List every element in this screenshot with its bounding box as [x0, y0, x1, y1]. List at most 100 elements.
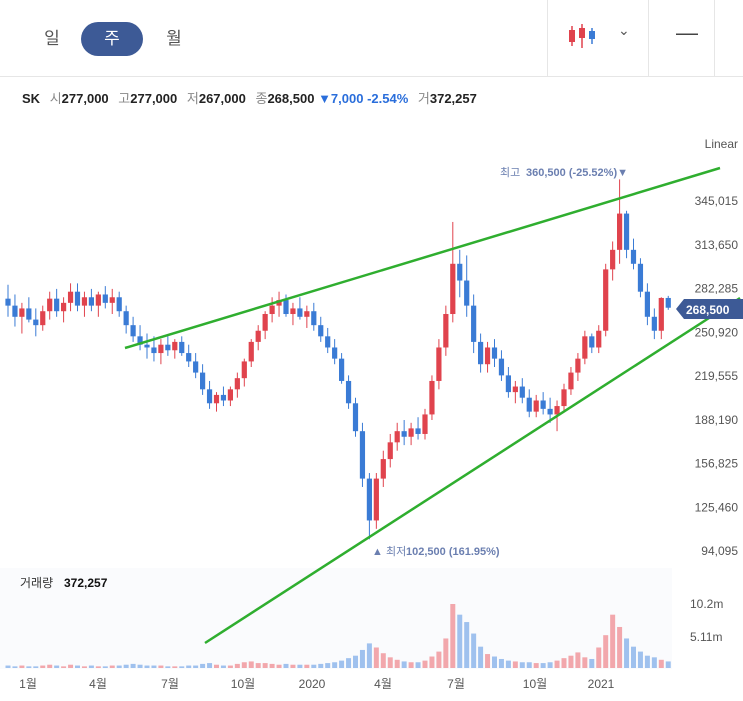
volume-bar: [75, 665, 80, 668]
candle-body: [658, 297, 664, 331]
volume-bar: [519, 662, 525, 668]
candle-body: [54, 298, 60, 312]
candle-body: [443, 314, 449, 348]
volume-bar: [95, 666, 101, 668]
volume-bar: [464, 622, 470, 668]
volume-bar: [151, 665, 157, 668]
volume-bar: [33, 666, 39, 668]
volume-bar: [5, 665, 11, 668]
volume-tick-label: 5.11m: [690, 630, 722, 644]
volume-bar: [54, 665, 60, 668]
close-label: 종: [255, 91, 268, 106]
candle-body: [415, 428, 421, 434]
volume-bar: [617, 626, 623, 668]
candle-body: [137, 336, 143, 345]
volume-bar: [262, 663, 268, 668]
candle-body: [471, 305, 477, 342]
candle-body: [234, 378, 240, 390]
candle-body: [339, 358, 345, 381]
y-tick-label: 219,555: [695, 369, 739, 383]
candle-body: [464, 280, 470, 306]
candle-body: [568, 372, 574, 390]
volume-bar: [658, 659, 664, 668]
candle-body: [33, 319, 39, 326]
volume-bar: [227, 665, 233, 668]
candle-body: [26, 308, 32, 320]
candle-body: [109, 297, 115, 303]
volume-bar: [401, 661, 407, 668]
volume-bar: [422, 660, 428, 668]
y-tick-label: 250,920: [695, 325, 739, 339]
volume-bar: [283, 663, 289, 668]
y-tick-label: 313,650: [695, 238, 739, 252]
volume-bar: [61, 666, 67, 668]
candle-body: [596, 330, 602, 348]
volume-value: 372,257: [429, 91, 477, 106]
volume-bar: [158, 665, 164, 668]
horizontal-line-icon[interactable]: —: [676, 20, 698, 45]
low-label: 저: [186, 91, 199, 106]
close-value: 268,500: [267, 91, 315, 106]
candle-body: [12, 305, 18, 317]
candle-body: [665, 297, 671, 308]
chevron-down-icon[interactable]: ⌄: [618, 22, 630, 38]
candle-body: [408, 428, 414, 437]
volume-bar: [485, 654, 491, 668]
volume-bar: [644, 655, 650, 668]
high-annotation-prefix: 최고: [500, 166, 520, 179]
candlestick-icon[interactable]: [566, 22, 598, 50]
tab-daily[interactable]: 일: [44, 29, 60, 48]
candle-body: [158, 344, 164, 354]
open-value: 277,000: [61, 91, 109, 106]
tab-monthly[interactable]: 월: [166, 29, 182, 48]
candle-body: [637, 263, 644, 292]
x-tick-label: 2021: [588, 677, 615, 691]
volume-bar: [380, 653, 386, 668]
candle-body: [276, 300, 282, 306]
volume-bar: [631, 646, 636, 668]
candle-body: [61, 302, 67, 312]
volume-bar: [554, 660, 560, 668]
volume-bar: [637, 651, 643, 668]
x-tick-label: 1월: [19, 677, 37, 691]
volume-bar: [540, 663, 546, 668]
volume-bar: [12, 666, 18, 668]
volume-bar: [415, 662, 421, 668]
volume-bar: [186, 665, 192, 668]
candle-body: [130, 325, 136, 337]
candle-body: [123, 311, 129, 326]
low-annotation: 102,500 (161.95%): [406, 546, 500, 558]
candle-body: [651, 316, 657, 331]
volume-bar: [492, 656, 497, 668]
volume-tick-label: 10.2m: [690, 597, 723, 611]
candle-body: [373, 478, 379, 521]
candle-body: [623, 213, 630, 250]
tab-weekly[interactable]: 주: [81, 22, 143, 56]
volume-bar: [137, 664, 143, 668]
candle-body: [151, 347, 157, 354]
volume-bar: [207, 663, 213, 668]
candle-body: [436, 347, 442, 381]
change-value: ▼7,000 -2.54%: [318, 91, 409, 106]
candle-body: [144, 344, 150, 348]
volume-bar: [109, 665, 115, 668]
symbol: SK: [22, 91, 41, 106]
candle-body: [617, 213, 623, 250]
divider: [648, 0, 649, 76]
y-tick-label: 156,825: [695, 457, 739, 471]
upper-trendline: [124, 166, 721, 350]
candle-body: [575, 358, 581, 373]
volume-bar: [81, 666, 87, 668]
volume-bar: [450, 604, 456, 668]
candle-body: [429, 380, 435, 415]
candle-body: [533, 400, 539, 412]
candle-body: [19, 308, 25, 317]
candle-body: [554, 406, 560, 415]
candle-body: [491, 347, 498, 359]
candle-body: [394, 431, 400, 443]
y-tick-label: 282,285: [695, 282, 739, 296]
volume-bar: [144, 665, 150, 668]
volume-bar: [408, 662, 414, 668]
candle-body: [359, 431, 366, 479]
